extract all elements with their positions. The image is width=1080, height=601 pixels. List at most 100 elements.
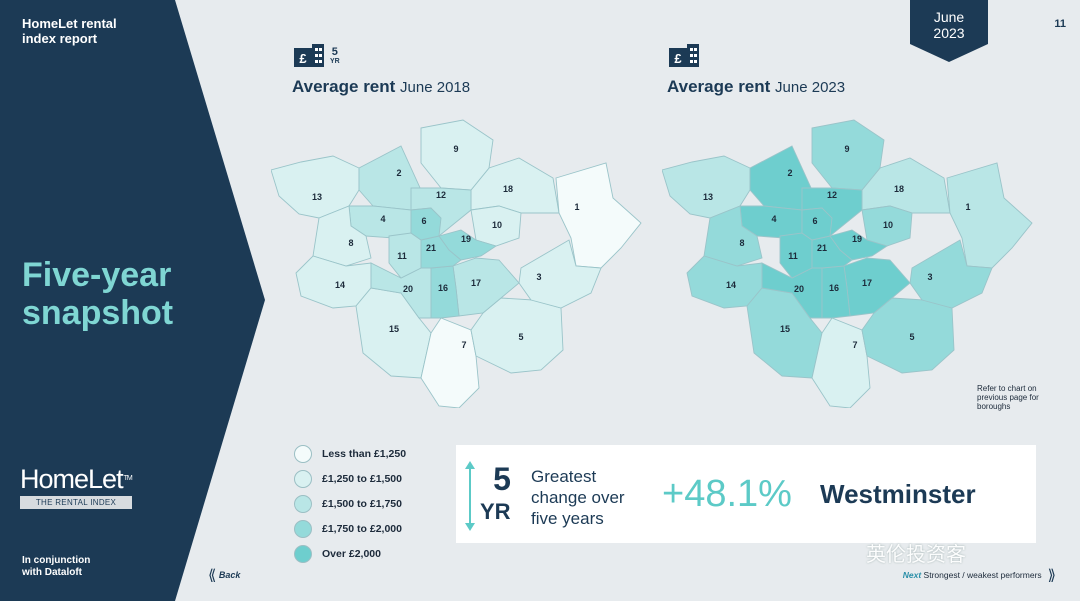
borough-label-8: 8 (348, 238, 353, 248)
date-tag: June 2023 (910, 0, 988, 62)
logo-wordmark: HomeLetTM (20, 464, 140, 494)
borough-label-18: 18 (503, 184, 513, 194)
borough-9 (811, 119, 885, 191)
borough-1 (555, 162, 642, 269)
legend-item: £1,250 to £1,500 (294, 466, 406, 491)
borough-label-10: 10 (492, 220, 502, 230)
five-year-badge: 5 YR (330, 47, 340, 67)
borough-label-13: 13 (703, 192, 713, 202)
borough-label-16: 16 (829, 283, 839, 293)
partner-text: In conjunction with Dataloft (22, 555, 91, 578)
next-link[interactable]: Next Strongest / weakest performers ⟫ (903, 566, 1056, 584)
borough-1 (946, 162, 1033, 269)
borough-label-15: 15 (389, 324, 399, 334)
map-note: Refer to chart on previous page for boro… (977, 384, 1039, 411)
house-pound-icon: £ (668, 44, 700, 73)
legend-label: £1,250 to £1,500 (322, 472, 402, 485)
next-label: Next (902, 570, 922, 580)
legend-label: Over £2,000 (322, 547, 381, 560)
map-title-2018: Average rent June 2018 (292, 77, 470, 97)
borough-label-1: 1 (574, 202, 579, 212)
borough-label-14: 14 (335, 280, 345, 290)
hero-title: Five-year snapshot (22, 256, 174, 332)
back-label: Back (218, 570, 241, 580)
borough-label-16: 16 (438, 283, 448, 293)
badge-unit: YR (330, 58, 340, 65)
legend-item: Less than £1,250 (294, 441, 406, 466)
legend-swatch (294, 444, 312, 463)
borough-label-19: 19 (461, 234, 471, 244)
borough-label-4: 4 (380, 214, 385, 224)
legend-label: Less than £1,250 (322, 447, 407, 460)
borough-13 (271, 155, 360, 219)
borough-14 (295, 255, 372, 309)
legend-item: Over £2,000 (294, 541, 406, 566)
borough-label-10: 10 (883, 220, 893, 230)
borough-label-5: 5 (909, 332, 914, 342)
logo-subtitle: THE RENTAL INDEX (20, 496, 132, 509)
borough-label-13: 13 (312, 192, 322, 202)
borough-label-5: 5 (518, 332, 523, 342)
house-pound-icon: £ (293, 44, 325, 73)
map-title-2023: Average rent June 2023 (667, 77, 845, 97)
borough-label-3: 3 (927, 272, 932, 282)
borough-label-17: 17 (471, 278, 481, 288)
borough-label-15: 15 (780, 324, 790, 334)
change-value: +48.1% (662, 473, 792, 515)
logo-word-let: Let (88, 464, 124, 494)
sidebar-panel (0, 0, 265, 601)
vertical-double-arrow-icon (465, 461, 475, 531)
top-area: Westminster (820, 479, 976, 509)
borough-label-6: 6 (421, 216, 426, 226)
legend: Less than £1,250 £1,250 to £1,500 £1,500… (294, 441, 406, 566)
legend-item: £1,500 to £1,750 (294, 491, 406, 516)
borough-label-20: 20 (403, 284, 413, 294)
borough-label-14: 14 (726, 280, 736, 290)
double-chevron-left-icon: ⟪ (208, 567, 217, 584)
borough-19 (829, 229, 889, 261)
map-title-label: Average rent (667, 77, 771, 96)
badge-number: 5 (331, 46, 338, 58)
legend-swatch (294, 519, 312, 538)
summary-description: Greatest change over five years (531, 467, 625, 528)
legend-label: £1,500 to £1,750 (322, 497, 402, 510)
homelet-logo: HomeLetTM THE RENTAL INDEX (20, 464, 140, 509)
borough-label-4: 4 (771, 214, 776, 224)
legend-swatch (294, 544, 312, 563)
borough-label-18: 18 (894, 184, 904, 194)
logo-word-home: Home (20, 464, 89, 494)
date-tag-shape (910, 0, 988, 62)
page-number: 11 (1054, 18, 1066, 30)
borough-label-9: 9 (453, 144, 458, 154)
borough-label-7: 7 (852, 340, 857, 350)
svg-text:£: £ (299, 51, 307, 66)
borough-9 (420, 119, 494, 191)
map-title-label: Average rent (292, 77, 396, 96)
borough-label-20: 20 (794, 284, 804, 294)
back-link[interactable]: ⟪ Back (208, 566, 240, 584)
borough-label-2: 2 (787, 168, 792, 178)
date-tag-year: 2023 (933, 25, 965, 41)
watermark: 英伦投资客 (866, 544, 966, 566)
borough-label-19: 19 (852, 234, 862, 244)
brand-title: HomeLet rental index report (22, 16, 117, 46)
borough-label-21: 21 (426, 243, 436, 253)
borough-label-21: 21 (817, 243, 827, 253)
date-tag-month: June (933, 9, 965, 25)
sidebar: HomeLet rental index report Five-year sn… (0, 0, 265, 601)
borough-label-3: 3 (536, 272, 541, 282)
borough-label-9: 9 (844, 144, 849, 154)
double-chevron-right-icon: ⟫ (1047, 567, 1056, 584)
svg-text:£: £ (674, 51, 682, 66)
summary-panel: 5 YR Greatest change over five years +48… (456, 445, 1036, 543)
borough-label-1: 1 (965, 202, 970, 212)
borough-label-11: 11 (788, 251, 798, 261)
date-tag-text: June 2023 (910, 9, 988, 41)
period-number: 5 (493, 461, 511, 497)
borough-19 (438, 229, 498, 261)
map-title-period: June 2018 (400, 79, 471, 96)
legend-swatch (294, 469, 312, 488)
borough-label-12: 12 (827, 190, 837, 200)
